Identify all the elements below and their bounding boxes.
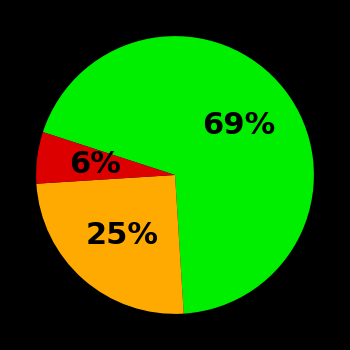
Wedge shape	[43, 36, 314, 314]
Text: 6%: 6%	[69, 150, 121, 180]
Text: 69%: 69%	[202, 111, 275, 140]
Wedge shape	[36, 132, 175, 184]
Text: 25%: 25%	[85, 221, 158, 250]
Wedge shape	[36, 175, 184, 314]
